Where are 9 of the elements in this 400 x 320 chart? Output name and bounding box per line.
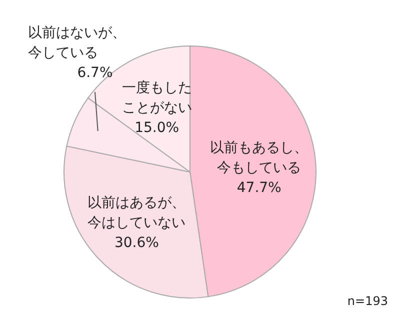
data-label: 47.7% (236, 180, 282, 196)
slice-label: 以前はないが、今している (28, 25, 126, 61)
slice-label: 以前もあるし、今もしている (210, 140, 308, 176)
slice-label: 以前はあるが、今はしていない (88, 195, 186, 232)
data-label: 15.0% (134, 120, 180, 136)
data-label: 6.7% (77, 65, 113, 81)
slice-label: 一度もしたことがない (122, 80, 192, 116)
text: n=193 (347, 294, 388, 308)
data-label: 30.6% (114, 235, 159, 252)
